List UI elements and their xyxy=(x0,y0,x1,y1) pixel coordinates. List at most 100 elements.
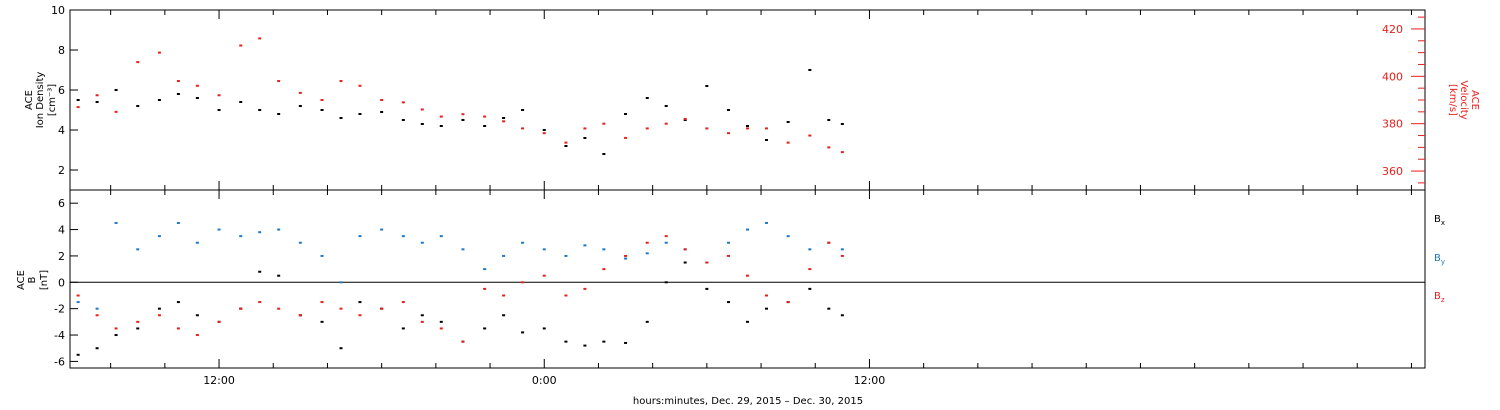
bz-point xyxy=(764,294,768,297)
velocity-point xyxy=(380,99,384,101)
velocity-point xyxy=(461,113,465,116)
top-left-axis-title-line2: Ion Density xyxy=(35,72,46,129)
by-point xyxy=(645,252,649,255)
density-point xyxy=(239,101,243,103)
bottom-panel-frame xyxy=(69,189,1426,369)
velocity-point xyxy=(583,127,587,130)
density-point xyxy=(461,119,465,121)
bx-point xyxy=(136,327,140,330)
by-point xyxy=(808,248,812,251)
bz-point xyxy=(602,268,606,271)
bx-point xyxy=(95,347,99,350)
bx-point xyxy=(114,334,118,337)
bx-point xyxy=(439,320,443,323)
velocity-point xyxy=(564,141,568,144)
by-point xyxy=(76,301,80,304)
density-point xyxy=(136,105,140,107)
bx-point xyxy=(542,327,546,330)
bz-point xyxy=(521,281,525,284)
velocity-point xyxy=(502,120,506,123)
density-point xyxy=(157,99,161,101)
x-tick-label: 12:00 xyxy=(854,374,886,387)
bz-point xyxy=(502,294,506,297)
legend-bz-main: B xyxy=(1434,291,1441,302)
bz-point xyxy=(664,235,668,238)
velocity-tick-label: 360 xyxy=(1382,165,1403,178)
bx-point xyxy=(521,331,525,334)
bx-point xyxy=(320,320,324,323)
bx-point xyxy=(258,270,262,273)
velocity-point xyxy=(420,108,424,111)
bz-point xyxy=(840,254,844,257)
bz-point xyxy=(420,320,424,323)
bx-point xyxy=(683,261,687,264)
b-tick-label: 4 xyxy=(58,224,65,237)
bz-point xyxy=(358,314,362,317)
bz-point xyxy=(401,301,405,304)
bx-point xyxy=(840,314,844,317)
by-point xyxy=(258,231,262,234)
by-point xyxy=(320,254,324,257)
density-point xyxy=(683,119,687,121)
velocity-point xyxy=(764,127,768,130)
bz-point xyxy=(645,241,649,244)
bz-point xyxy=(95,314,99,317)
density-point xyxy=(705,85,709,87)
velocity-tick-label: 420 xyxy=(1382,23,1403,36)
bx-point xyxy=(420,314,424,317)
by-point xyxy=(583,244,587,247)
bx-point xyxy=(764,307,768,310)
by-point xyxy=(664,241,668,244)
bz-point xyxy=(195,334,199,337)
velocity-point xyxy=(827,146,831,149)
bz-point xyxy=(136,320,140,323)
bz-point xyxy=(239,307,243,310)
bx-point xyxy=(502,314,506,317)
by-point xyxy=(176,221,180,224)
density-point xyxy=(645,97,649,99)
velocity-point xyxy=(195,84,199,87)
top-panel-frame xyxy=(69,9,1426,191)
velocity-point xyxy=(239,44,243,47)
velocity-point xyxy=(258,37,262,40)
bottom-left-axis-title-line2: B xyxy=(27,276,38,283)
bz-point xyxy=(176,327,180,330)
bz-point xyxy=(277,307,281,310)
legend-bx-sub: x xyxy=(1441,219,1445,227)
top-right-axis-title-line3: [km/s] xyxy=(1447,84,1458,116)
bx-point xyxy=(564,340,568,343)
velocity-point xyxy=(217,94,221,97)
by-point xyxy=(727,241,731,244)
by-point xyxy=(339,281,343,284)
by-point xyxy=(542,248,546,251)
bx-point xyxy=(157,307,161,310)
density-point xyxy=(564,145,568,147)
density-point xyxy=(521,109,525,111)
top-left-axis-title: ACE Ion Density [cm⁻³] xyxy=(24,72,58,129)
b-tick-label: 0 xyxy=(58,276,65,289)
velocity-point xyxy=(439,115,443,118)
density-tick-label: 6 xyxy=(58,84,65,97)
by-point xyxy=(157,235,161,238)
bz-point xyxy=(746,274,749,277)
legend-bx: Bx xyxy=(1434,214,1445,227)
by-point xyxy=(277,228,281,231)
bz-point xyxy=(298,314,302,317)
by-point xyxy=(439,235,443,238)
top-right-axis-title: ACE Velocity [km/s] xyxy=(1447,80,1480,119)
by-point xyxy=(786,235,790,238)
bz-point xyxy=(157,314,161,317)
density-point xyxy=(420,123,424,125)
bz-point xyxy=(114,327,118,330)
bx-point xyxy=(746,320,749,323)
b-tick-label: -2 xyxy=(54,303,65,316)
density-point xyxy=(358,113,362,115)
density-point xyxy=(727,109,731,111)
density-point xyxy=(258,109,262,111)
bx-point xyxy=(624,341,628,344)
b-tick-label: 6 xyxy=(58,197,65,210)
density-tick-label: 4 xyxy=(58,124,65,137)
bx-point xyxy=(727,301,731,304)
